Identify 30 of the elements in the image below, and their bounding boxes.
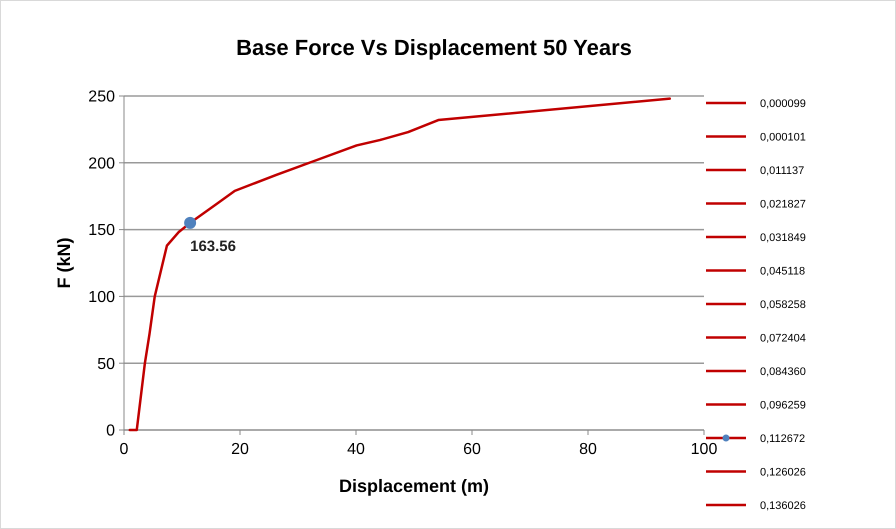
legend-label: 0,058258 (760, 298, 806, 311)
legend-label: 0,045118 (760, 265, 806, 278)
legend-label: 0,000101 (760, 131, 806, 144)
x-tick-label: 0 (120, 441, 129, 458)
y-tick-label: 200 (88, 155, 116, 172)
legend-label: 0,011137 (760, 164, 804, 177)
legend-label: 0,072404 (760, 332, 806, 344)
legend-label: 0,112672 (760, 432, 806, 445)
legend-label: 0,031849 (760, 232, 806, 244)
legend-label: 0,021827 (760, 198, 806, 210)
annotation: 163.56 (190, 238, 236, 255)
x-tick-label: 40 (347, 441, 365, 458)
legend-label: 0,084360 (760, 366, 806, 378)
legend-label: 0,000099 (760, 98, 806, 110)
y-tick-label: 0 (106, 422, 116, 440)
y-axis-title: F (kN) (54, 238, 74, 288)
chart-title: Base Force Vs Displacement 50 Years (236, 35, 632, 60)
line-series (128, 97, 672, 432)
legend-label: 0,136026 (760, 500, 806, 512)
y-tick-label: 250 (88, 88, 116, 106)
x-tick-label: 20 (231, 441, 249, 458)
legend-label: 0,096259 (760, 399, 806, 412)
x-tick-label: 100 (690, 441, 718, 458)
y-tick-label: 150 (88, 222, 116, 240)
x-tick-label: 60 (463, 441, 481, 458)
x-axis-title: Displacement (m) (338, 476, 490, 496)
x-tick-label: 80 (579, 441, 597, 458)
y-tick-label: 50 (97, 356, 116, 373)
y-tick-label: 100 (88, 289, 116, 306)
legend-label: 0,126026 (760, 466, 806, 478)
